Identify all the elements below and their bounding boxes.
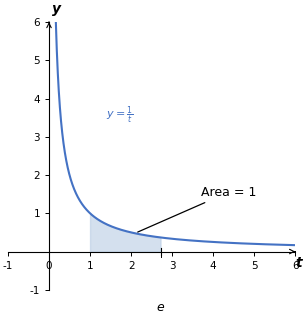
Text: $y = \frac{1}{t}$: $y = \frac{1}{t}$ <box>106 105 134 126</box>
Text: $e$: $e$ <box>156 301 165 314</box>
Text: y: y <box>52 2 61 16</box>
Text: t: t <box>295 256 302 270</box>
Text: Area = 1: Area = 1 <box>138 186 256 232</box>
